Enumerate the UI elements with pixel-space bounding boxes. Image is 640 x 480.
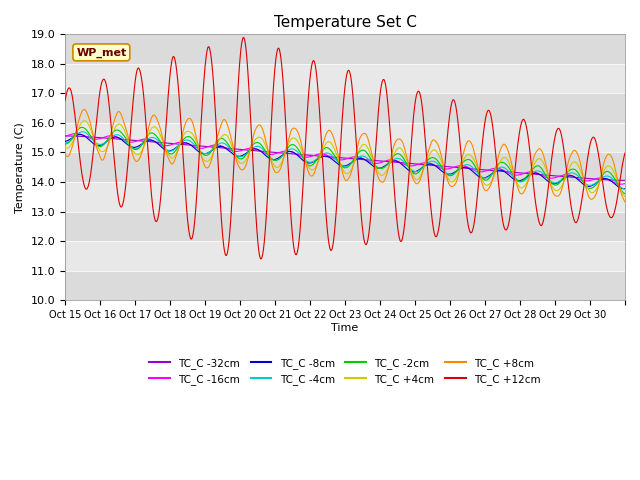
TC_C -16cm	[614, 181, 622, 187]
TC_C -16cm	[617, 181, 625, 187]
Bar	[65, 271, 625, 300]
Line: TC_C -4cm: TC_C -4cm	[65, 132, 625, 189]
TC_C -8cm	[559, 176, 567, 182]
Title: Temperature Set C: Temperature Set C	[273, 15, 417, 30]
TC_C -16cm	[477, 169, 485, 175]
TC_C +8cm	[331, 138, 339, 144]
Bar	[65, 241, 625, 271]
Bar	[65, 152, 625, 182]
TC_C +4cm	[477, 175, 485, 180]
TC_C -8cm	[61, 139, 69, 144]
TC_C -16cm	[331, 156, 339, 162]
X-axis label: Time: Time	[332, 323, 358, 333]
TC_C -2cm	[149, 131, 157, 136]
TC_C +4cm	[331, 146, 339, 152]
TC_C -2cm	[78, 124, 86, 130]
Bar	[65, 93, 625, 123]
TC_C -4cm	[320, 151, 328, 156]
TC_C +4cm	[320, 144, 328, 150]
Line: TC_C +8cm: TC_C +8cm	[65, 109, 625, 202]
Y-axis label: Temperature (C): Temperature (C)	[15, 122, 25, 213]
TC_C +12cm	[61, 97, 69, 103]
TC_C -8cm	[477, 175, 485, 180]
TC_C +8cm	[621, 199, 629, 205]
TC_C -8cm	[620, 186, 628, 192]
TC_C +8cm	[149, 113, 157, 119]
TC_C +8cm	[61, 151, 69, 157]
TC_C -16cm	[61, 133, 69, 139]
TC_C +4cm	[81, 118, 88, 123]
TC_C +12cm	[621, 150, 629, 156]
Bar	[65, 212, 625, 241]
TC_C -32cm	[559, 174, 567, 180]
TC_C -2cm	[61, 141, 69, 147]
TC_C -16cm	[559, 172, 567, 178]
TC_C +8cm	[614, 179, 622, 185]
TC_C -4cm	[477, 174, 485, 180]
TC_C -32cm	[477, 167, 484, 172]
TC_C -16cm	[621, 180, 629, 186]
TC_C -2cm	[614, 181, 622, 187]
TC_C +12cm	[331, 224, 339, 229]
TC_C +12cm	[560, 146, 568, 152]
TC_C -2cm	[477, 174, 485, 180]
TC_C -32cm	[148, 139, 156, 145]
TC_C -8cm	[614, 184, 622, 190]
TC_C -32cm	[61, 133, 69, 139]
TC_C +8cm	[559, 180, 567, 186]
Text: WP_met: WP_met	[76, 47, 127, 58]
Line: TC_C +12cm: TC_C +12cm	[65, 37, 625, 259]
TC_C -2cm	[320, 146, 328, 152]
Line: TC_C +4cm: TC_C +4cm	[65, 120, 625, 196]
Line: TC_C -8cm: TC_C -8cm	[65, 134, 625, 189]
Line: TC_C -2cm: TC_C -2cm	[65, 127, 625, 193]
TC_C +12cm	[321, 188, 328, 194]
Bar	[65, 182, 625, 212]
Legend: TC_C -32cm, TC_C -16cm, TC_C -8cm, TC_C -4cm, TC_C -2cm, TC_C +4cm, TC_C +8cm, T: TC_C -32cm, TC_C -16cm, TC_C -8cm, TC_C …	[145, 353, 545, 389]
TC_C -4cm	[79, 129, 86, 134]
Line: TC_C -32cm: TC_C -32cm	[65, 136, 625, 180]
TC_C +12cm	[239, 35, 247, 40]
TC_C -32cm	[621, 178, 629, 183]
TC_C +12cm	[478, 147, 486, 153]
TC_C -4cm	[614, 182, 622, 188]
Bar	[65, 63, 625, 93]
TC_C +8cm	[320, 137, 328, 143]
TC_C -4cm	[149, 134, 157, 140]
TC_C +8cm	[81, 107, 88, 112]
Bar	[65, 34, 625, 63]
TC_C +4cm	[621, 193, 629, 199]
TC_C -2cm	[559, 175, 567, 180]
TC_C +4cm	[559, 180, 567, 186]
TC_C +8cm	[477, 178, 485, 183]
TC_C -32cm	[330, 155, 338, 160]
TC_C -8cm	[76, 132, 84, 137]
TC_C -4cm	[331, 155, 339, 161]
TC_C +4cm	[61, 144, 69, 150]
TC_C -8cm	[149, 138, 157, 144]
TC_C -16cm	[149, 138, 157, 144]
TC_C -32cm	[614, 178, 621, 183]
TC_C +4cm	[149, 124, 157, 130]
TC_C -4cm	[621, 186, 629, 192]
TC_C -4cm	[559, 175, 567, 180]
TC_C +4cm	[614, 180, 622, 185]
TC_C +12cm	[257, 256, 265, 262]
TC_C -8cm	[331, 158, 339, 164]
Line: TC_C -16cm: TC_C -16cm	[65, 133, 625, 184]
TC_C -16cm	[72, 131, 80, 136]
TC_C -32cm	[320, 154, 328, 159]
TC_C -4cm	[61, 140, 69, 145]
Bar	[65, 123, 625, 152]
TC_C +12cm	[148, 203, 156, 208]
TC_C +12cm	[614, 188, 622, 194]
TC_C -8cm	[621, 186, 629, 192]
TC_C -2cm	[621, 191, 629, 196]
TC_C -2cm	[331, 153, 339, 158]
TC_C -8cm	[320, 153, 328, 159]
TC_C -16cm	[320, 151, 328, 157]
